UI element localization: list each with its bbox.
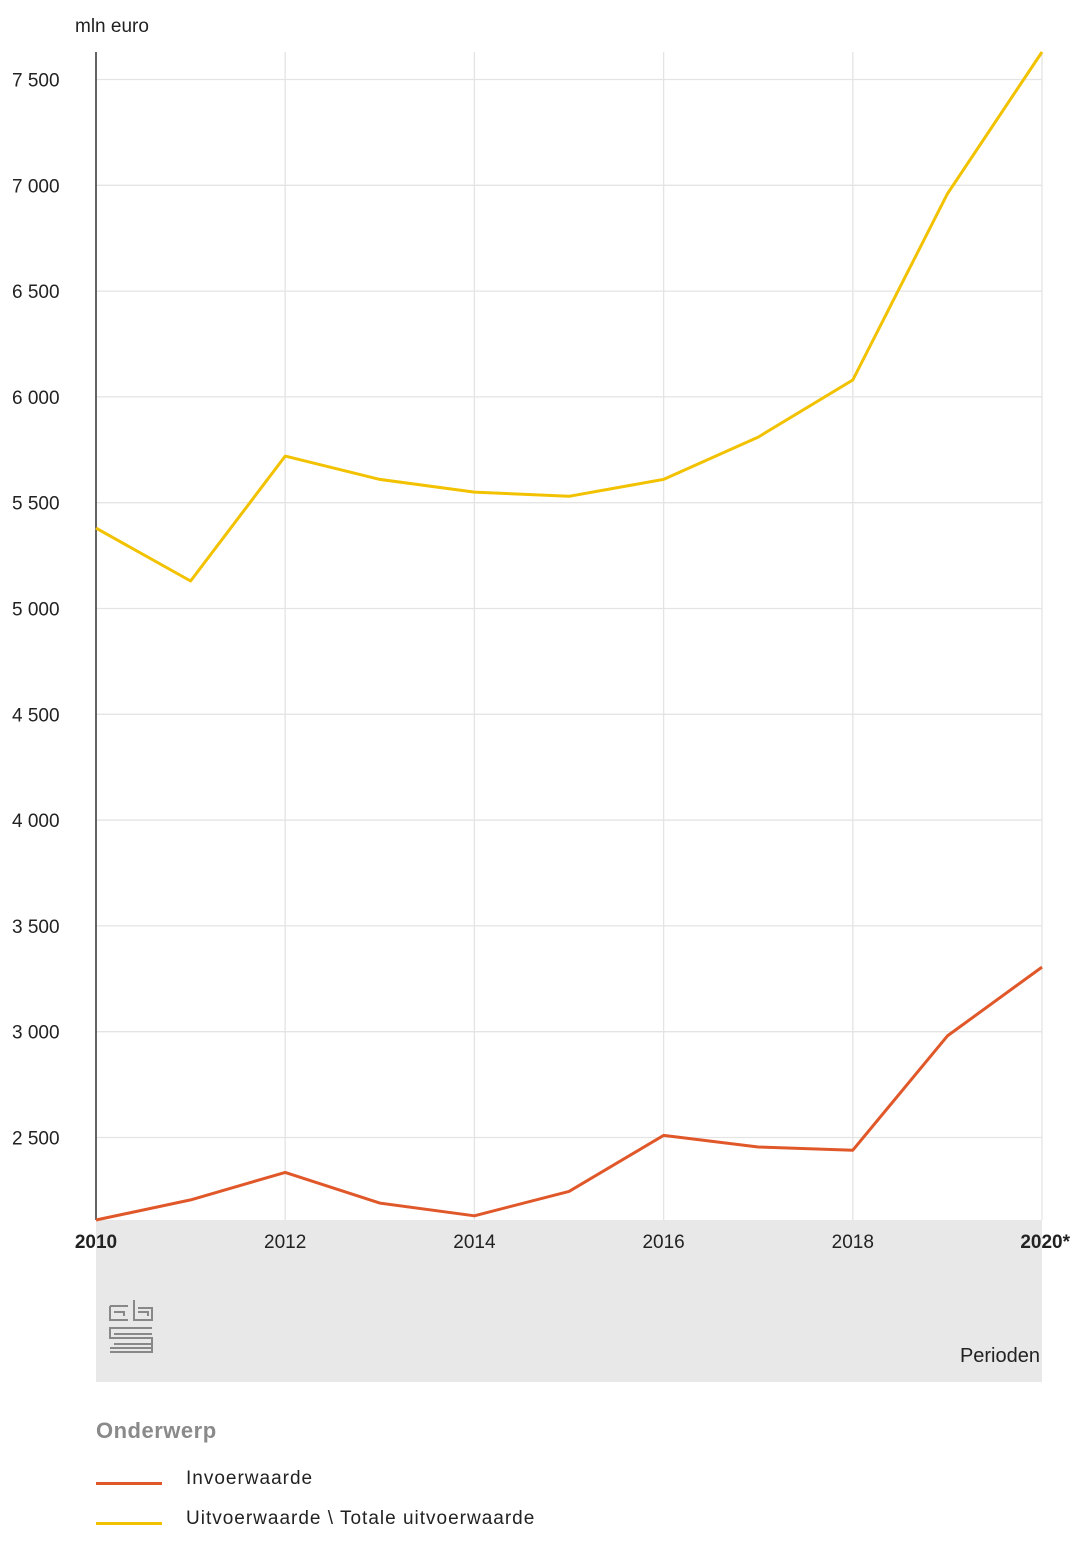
legend-label-invoerwaarde: Invoerwaarde (186, 1468, 314, 1489)
y-tick-label: 5 000 (12, 599, 60, 620)
y-tick-label: 4 000 (12, 811, 60, 832)
y-tick-label: 6 500 (12, 282, 60, 303)
unit-label: mln euro (75, 16, 149, 37)
y-tick-label: 5 500 (12, 494, 60, 515)
legend-swatch-uitvoerwaarde (96, 1522, 162, 1525)
x-tick-label: 2018 (832, 1232, 874, 1253)
y-tick-labels: 7 500 7 000 6 500 6 000 5 500 5 000 4 500 4 000… (12, 71, 60, 1150)
gridlines (95, 52, 1043, 1220)
x-tick-label: 2012 (264, 1232, 306, 1253)
legend-swatch-invoerwaarde (96, 1482, 162, 1485)
legend-title: Onderwerp (96, 1418, 217, 1443)
x-tick-label: 2016 (642, 1232, 684, 1253)
x-axis-band (96, 1220, 1042, 1382)
x-tick-label: 2014 (453, 1232, 496, 1253)
legend: Onderwerp Invoerwaarde Uitvoerwaarde \ T… (96, 1418, 534, 1542)
y-tick-label: 7 500 (12, 71, 60, 92)
y-tick-label: 3 500 (12, 917, 60, 938)
y-tick-label: 4 500 (12, 705, 60, 726)
x-axis-title: Perioden (960, 1345, 1040, 1367)
series-line-0 (95, 965, 1043, 1222)
legend-item-invoerwaarde[interactable]: Invoerwaarde (96, 1462, 312, 1502)
legend-label-uitvoerwaarde: Uitvoerwaarde \ Totale uitvoerwaarde (186, 1508, 536, 1529)
y-tick-label: 7 000 (12, 176, 60, 197)
line-chart: mln euro 7 500 7 000 6 500 6 000 5 500 5 000 4… (12, 16, 1071, 1382)
x-tick-labels: 2010 2012 2014 2016 2018 2020* (75, 1232, 1071, 1253)
series-line-1 (95, 51, 1044, 583)
y-tick-label: 6 000 (12, 388, 60, 409)
y-tick-label: 2 500 (12, 1128, 60, 1149)
y-tick-label: 3 000 (12, 1023, 60, 1044)
cbs-logo (109, 1300, 153, 1353)
x-tick-label: 2010 (75, 1232, 117, 1253)
legend-item-uitvoerwaarde[interactable]: Uitvoerwaarde \ Totale uitvoerwaarde (96, 1502, 534, 1542)
x-tick-label: 2020* (1020, 1232, 1070, 1253)
series-lines (95, 51, 1044, 1222)
